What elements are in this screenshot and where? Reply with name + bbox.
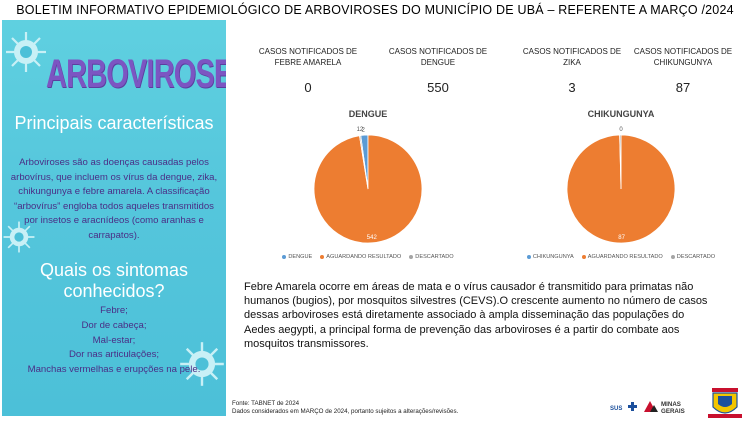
symptom-item: Mal-estar; xyxy=(92,334,136,346)
chart-legend: CHIKUNGUNYA AGUARDANDO RESULTADO DESCART… xyxy=(526,254,716,260)
legend-swatch xyxy=(282,255,287,259)
pie-data-label: 12 xyxy=(357,127,364,133)
dengue-pie-chart: DENGUE 12 542 2 DENGUE AGUARDANDO RESULTAD… xyxy=(273,106,463,266)
panel-title: ARBOVIROSES xyxy=(46,52,226,96)
pie-slice xyxy=(359,135,369,190)
minas-gerais-logo-icon xyxy=(644,401,658,412)
stat-label-zika: CASOS NOTIFICADOS DE ZIKA xyxy=(522,47,622,67)
legend-label: DESCARTADO xyxy=(676,254,716,260)
pie-data-label: 542 xyxy=(367,235,378,241)
municipal-crest-icon xyxy=(708,388,742,418)
pie-svg: 0 87 xyxy=(566,127,676,244)
stat-value-febre-amarela: 0 xyxy=(304,80,312,95)
legend-item: DESCARTADO xyxy=(409,254,454,260)
pie-data-label: 0 xyxy=(619,127,623,133)
chart-legend: DENGUE AGUARDANDO RESULTADO DESCARTADO xyxy=(273,254,463,260)
legend-label: DENGUE xyxy=(288,254,313,260)
institution-logos: SUS MINAS GERAIS xyxy=(610,388,742,418)
state-logo-line2: GERAIS xyxy=(661,408,685,415)
symptom-item: Febre; xyxy=(100,305,128,316)
bulletin-title: BOLETIM INFORMATIVO EPIDEMIOLÓGICO DE AR… xyxy=(16,3,734,17)
stat-label-chikungunya: CASOS NOTIFICADOS DE CHIKUNGUNYA xyxy=(633,47,733,67)
pie-svg: 12 542 2 xyxy=(313,127,423,244)
legend-swatch xyxy=(320,255,325,259)
stat-label-dengue: CASOS NOTIFICADOS DE DENGUE xyxy=(388,47,488,67)
virus-icon xyxy=(6,32,46,72)
legend-item: CHIKUNGUNYA xyxy=(526,254,574,260)
legend-item: AGUARDANDO RESULTADO xyxy=(320,254,401,260)
source-note: Fonte: TABNET de 2024 xyxy=(232,400,300,407)
panel-intro-text: Arboviroses são as doenças causadas pelo… xyxy=(10,157,218,241)
symptom-item: Dor de cabeça; xyxy=(81,319,147,331)
health-cross-icon xyxy=(628,402,637,411)
chikungunya-pie-chart: CHIKUNGUNYA 0 87 CHIKUNGUNYA AGUARDANDO R… xyxy=(526,106,716,266)
pie-data-label: 87 xyxy=(618,235,625,241)
data-disclaimer: Dados considerados em MARÇO de 2024, por… xyxy=(232,408,459,415)
legend-item: DESCARTADO xyxy=(670,254,716,260)
legend-swatch xyxy=(581,255,586,259)
chart-title: DENGUE xyxy=(348,109,388,119)
sus-logo: SUS xyxy=(610,406,622,412)
legend-item: DENGUE xyxy=(282,254,312,260)
symptom-item: Manchas vermelhas e erupções na pele. xyxy=(27,364,201,376)
stat-label-febre-amarela: CASOS NOTIFICADOS DE FEBRE AMARELA xyxy=(258,47,358,67)
legend-label: AGUARDANDO RESULTADO xyxy=(326,254,402,260)
symptoms-heading: Quais os sintomas conhecidos? xyxy=(39,260,189,301)
pie-slice xyxy=(619,134,622,190)
arboviroses-info-panel: ARBOVIROSES Principais características A… xyxy=(2,20,226,416)
stat-value-zika: 3 xyxy=(568,80,576,95)
virus-icon xyxy=(3,221,35,253)
stat-value-chikungunya: 87 xyxy=(675,80,691,95)
legend-item: AGUARDANDO RESULTADO xyxy=(581,254,663,260)
legend-swatch xyxy=(670,255,675,259)
legend-swatch xyxy=(526,255,531,259)
footer-notes: Fonte: TABNET de 2024 Dados considerados… xyxy=(232,400,458,416)
symptom-item: Dor nas articulações; xyxy=(68,349,160,361)
legend-swatch xyxy=(409,255,414,259)
legend-label: CHIKUNGUNYA xyxy=(532,254,574,260)
stat-value-dengue: 550 xyxy=(427,80,449,95)
legend-label: DESCARTADO xyxy=(415,254,454,260)
panel-subtitle: Principais características xyxy=(14,113,214,133)
virus-icon xyxy=(180,342,224,386)
symptoms-list: Febre; Dor de cabeça; Mal-estar; Dor nas… xyxy=(2,304,226,378)
legend-label: AGUARDANDO RESULTADO xyxy=(587,254,663,260)
state-logo-line1: MINAS xyxy=(661,401,681,408)
arbovirus-description: Febre Amarela ocorre em áreas de mata e … xyxy=(244,281,708,350)
chart-title: CHIKUNGUNYA xyxy=(587,109,655,119)
pie-data-label: 2 xyxy=(362,128,366,134)
